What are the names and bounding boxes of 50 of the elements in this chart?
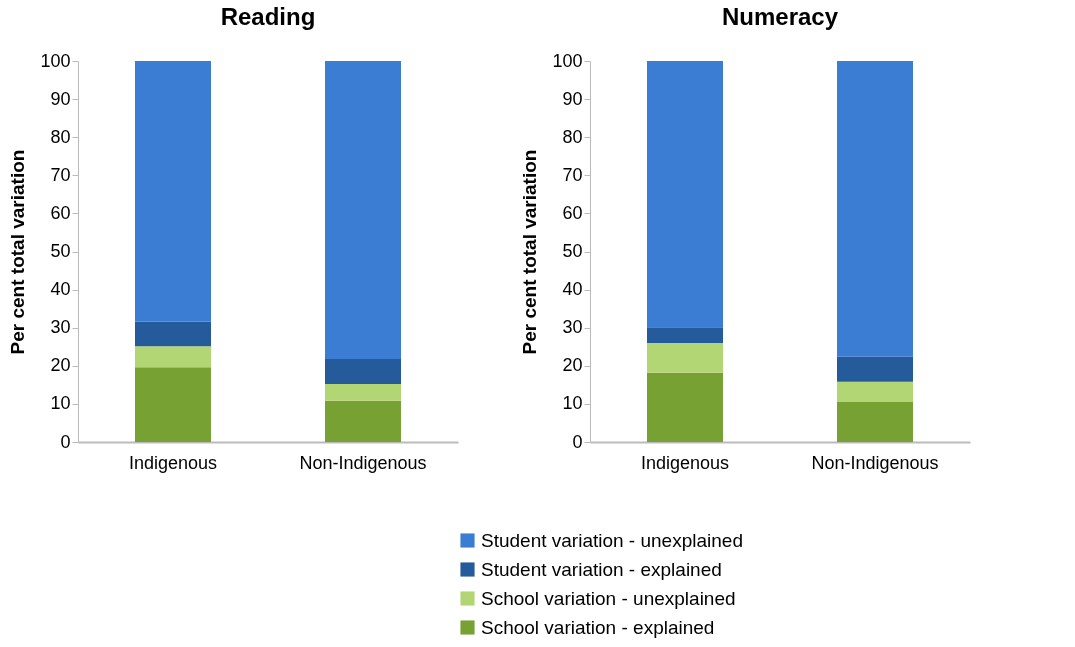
y-tick-label: 70 [562, 164, 583, 185]
chart-title: Reading [220, 3, 316, 30]
x-tick-label: Non-Indigenous [299, 452, 427, 473]
x-tick-label: Indigenous [640, 452, 730, 473]
legend-label: Student variation - explained [481, 558, 722, 580]
y-tick-label: 10 [50, 393, 71, 414]
y-tick-label: 30 [50, 317, 71, 338]
y-tick-label: 50 [562, 241, 583, 261]
y-tick-label: 40 [562, 279, 583, 300]
bar [837, 381, 913, 402]
legend-label: Student variation - unexplained [481, 529, 743, 551]
bar [837, 61, 913, 357]
chart-title: Numeracy [721, 3, 839, 30]
y-tick-label: 90 [562, 88, 583, 109]
bar [325, 358, 401, 385]
y-axis-title: Per cent total variation [7, 149, 29, 355]
y-tick-label: 80 [562, 126, 583, 147]
y-tick-label: 80 [50, 126, 71, 147]
bar [135, 321, 211, 347]
bar [135, 346, 211, 368]
y-tick-label: 70 [50, 164, 71, 185]
x-tick-label: Indigenous [128, 452, 218, 473]
y-tick-label: 60 [562, 202, 583, 223]
bar [837, 356, 913, 382]
legend-label: School variation - explained [481, 616, 715, 638]
y-tick-label: 90 [50, 88, 71, 109]
y-tick-label: 30 [562, 317, 583, 338]
bar [325, 400, 401, 442]
bar [647, 342, 723, 373]
bar [325, 384, 401, 401]
y-tick-label: 100 [40, 50, 71, 71]
y-tick-label: 0 [572, 431, 583, 452]
y-tick-label: 10 [562, 393, 583, 414]
bar [647, 61, 723, 328]
legend-label: School variation - unexplained [481, 587, 736, 609]
y-tick-label: 40 [50, 279, 71, 300]
y-tick-label: 50 [50, 241, 71, 261]
bar [647, 327, 723, 343]
bar [647, 372, 723, 442]
y-tick-label: 60 [50, 202, 71, 223]
y-tick-label: 20 [50, 355, 71, 376]
y-axis-title: Per cent total variation [519, 149, 541, 355]
bar [135, 61, 211, 322]
bar [135, 367, 211, 442]
x-tick-label: Non-Indigenous [811, 452, 939, 473]
y-tick-label: 20 [562, 355, 583, 376]
bar [837, 402, 913, 442]
bar [325, 61, 401, 359]
y-tick-label: 100 [552, 50, 583, 71]
y-tick-label: 0 [60, 431, 71, 452]
